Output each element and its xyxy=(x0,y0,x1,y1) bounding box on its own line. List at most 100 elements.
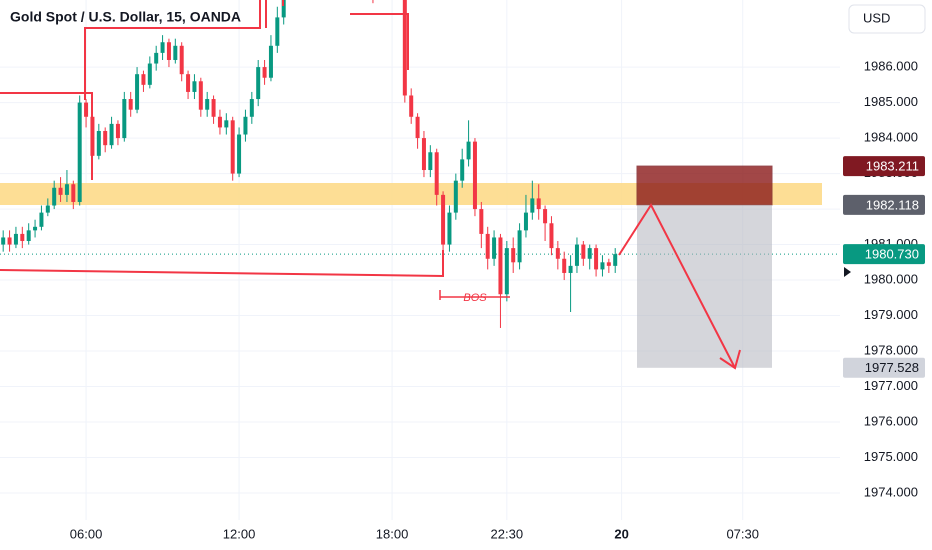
candle-body xyxy=(555,248,560,259)
candle-body xyxy=(281,0,286,18)
candle-body xyxy=(256,67,261,100)
y-tick-label: 1976.000 xyxy=(864,413,918,428)
candle-body xyxy=(128,99,133,110)
candle-body xyxy=(147,63,152,85)
y-tick-label: 1979.000 xyxy=(864,307,918,322)
candle-body xyxy=(549,223,554,249)
candle-body xyxy=(205,99,210,110)
candle-body xyxy=(160,42,165,53)
candle-body xyxy=(26,230,31,242)
candle-body xyxy=(581,244,586,259)
candle-body xyxy=(58,187,63,195)
candle-body xyxy=(275,17,280,46)
target-zone xyxy=(637,204,772,368)
candle-body xyxy=(71,184,76,202)
candle-body xyxy=(485,233,490,259)
candle-body xyxy=(594,248,599,270)
candle-body xyxy=(402,0,407,96)
candle-body xyxy=(568,265,573,273)
candle-body xyxy=(13,233,18,245)
x-tick-label: 12:00 xyxy=(223,526,256,541)
candle-body xyxy=(115,123,120,139)
candle-body xyxy=(434,152,439,195)
candle-body xyxy=(103,130,108,146)
candle-body xyxy=(243,116,248,135)
candle-body xyxy=(492,237,497,259)
price-badge-label: 1980.730 xyxy=(865,247,919,262)
candle-body xyxy=(600,262,605,270)
candle-body xyxy=(237,134,242,174)
price-badge-label: 1982.118 xyxy=(866,197,919,212)
x-tick-label: 18:00 xyxy=(376,526,409,541)
candle-body xyxy=(453,180,458,213)
stop-zone xyxy=(636,165,773,206)
candle-body xyxy=(249,99,254,117)
chart-title: Gold Spot / U.S. Dollar, 15, OANDA xyxy=(10,9,241,25)
candle-body xyxy=(230,120,235,174)
price-badge xyxy=(843,156,925,177)
y-tick-label: 1980.000 xyxy=(864,271,918,286)
currency-button[interactable] xyxy=(848,4,926,34)
candle-body xyxy=(166,42,171,60)
x-tick-label: 20 xyxy=(614,526,628,541)
candle-body xyxy=(7,237,12,245)
y-tick-label: 1984.000 xyxy=(864,130,918,145)
candle-body xyxy=(173,45,178,60)
y-tick-label: 1975.000 xyxy=(864,449,918,464)
price-badge xyxy=(843,244,925,265)
candle-body xyxy=(122,99,127,139)
candle-body xyxy=(198,81,203,110)
candle-body xyxy=(217,116,222,128)
candle-body xyxy=(45,205,50,213)
level-line xyxy=(0,250,444,278)
candle-body xyxy=(186,74,191,92)
y-tick-label: 1985.000 xyxy=(864,94,918,109)
candle-body xyxy=(530,198,535,213)
y-tick-label: 1974.000 xyxy=(864,484,918,499)
y-tick-label: 1986.000 xyxy=(864,59,918,74)
candle-body xyxy=(504,248,509,295)
candle-body xyxy=(460,159,465,181)
candle-body xyxy=(517,230,522,263)
x-tick-label: 22:30 xyxy=(491,526,524,541)
y-tick-label: 1978.000 xyxy=(864,342,918,357)
level-line xyxy=(84,0,261,100)
candle-body xyxy=(428,152,433,171)
candle-body xyxy=(479,209,484,234)
candle-body xyxy=(141,74,146,85)
candle-body xyxy=(498,237,503,295)
grid xyxy=(0,0,840,520)
level-line xyxy=(0,92,93,180)
x-tick-label: 06:00 xyxy=(70,526,103,541)
candle-body xyxy=(109,123,114,146)
position xyxy=(636,165,773,368)
x-tick-label: 07:30 xyxy=(726,526,759,541)
candle-body xyxy=(613,254,618,266)
y-tick-label: 1977.000 xyxy=(864,378,918,393)
candle-body xyxy=(543,209,548,224)
candle-body xyxy=(154,52,159,64)
candle-body xyxy=(224,120,229,128)
candle-body xyxy=(192,81,197,92)
candle-body xyxy=(606,262,611,266)
candle-body xyxy=(574,244,579,266)
candle-body xyxy=(523,212,528,231)
candle-body xyxy=(409,95,414,117)
level-line xyxy=(350,13,409,70)
currency-label[interactable]: USD xyxy=(863,10,890,25)
candle-body xyxy=(587,248,592,259)
price-badge-label: 1977.528 xyxy=(865,360,919,375)
candle-body xyxy=(415,116,420,139)
price-badge-label: 1983.211 xyxy=(866,159,919,174)
candle-body xyxy=(511,248,516,263)
candle-body xyxy=(179,45,184,75)
candle-body xyxy=(52,187,57,206)
candle-body xyxy=(84,102,89,117)
candle-body xyxy=(39,212,44,227)
candle-body xyxy=(96,130,101,156)
candle-body xyxy=(421,138,426,171)
candle-body xyxy=(268,45,273,78)
candle-body xyxy=(466,141,471,160)
price-marker xyxy=(844,267,851,277)
